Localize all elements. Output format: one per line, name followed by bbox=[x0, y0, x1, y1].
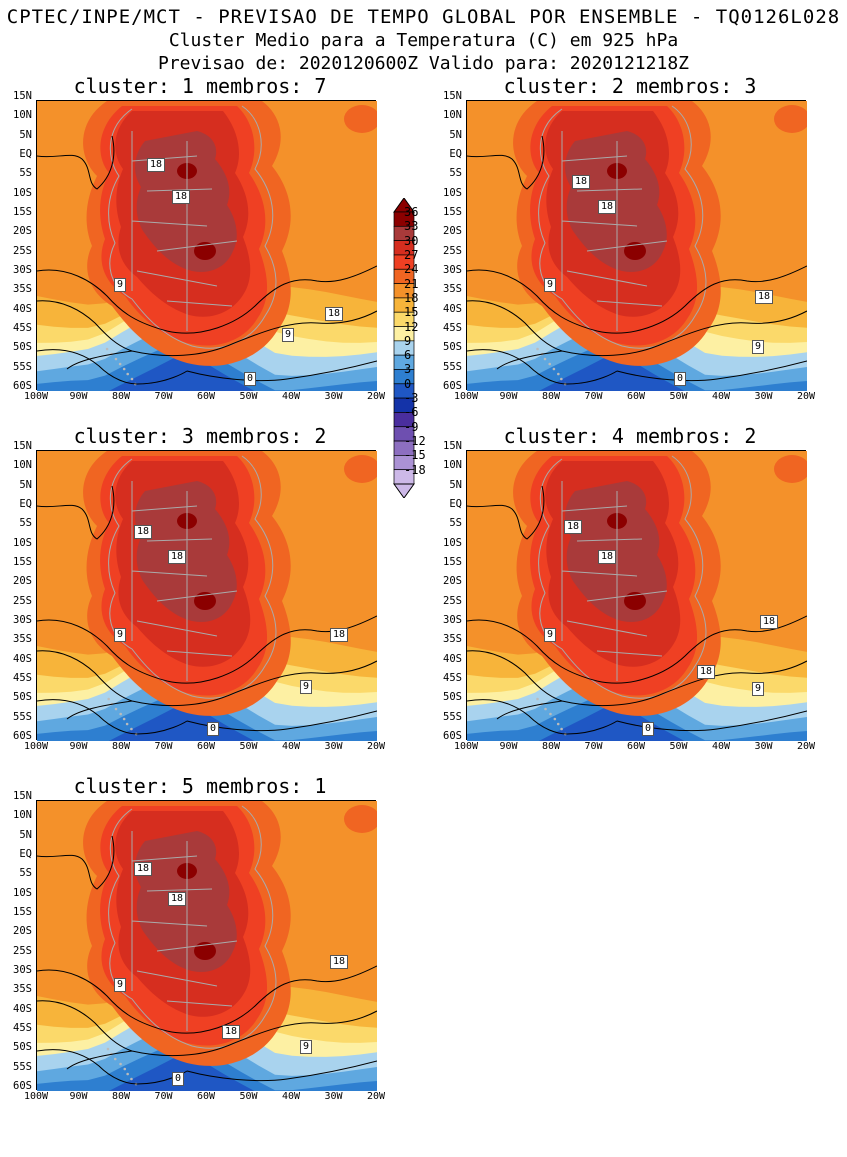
contour-label-cluster2-18-96-100: 18 bbox=[598, 200, 616, 214]
x-axis-labels-cluster3: 100W 90W 80W 70W 60W 50W 40W 30W 20W bbox=[36, 740, 376, 754]
contour-label-cluster2-9-42-178: 9 bbox=[544, 278, 556, 292]
contour-label-cluster2-0-172-272: 0 bbox=[674, 372, 686, 386]
contour-label-cluster1-18-253-207: 18 bbox=[325, 307, 343, 321]
x-axis-labels-cluster5: 100W 90W 80W 70W 60W 50W 40W 30W 20W bbox=[36, 1090, 376, 1104]
colorbar-tick-3: 3 bbox=[404, 362, 411, 376]
colorbar-tick-12: 12 bbox=[404, 320, 418, 334]
map-cluster2[interactable]: 15N 10N 5N EQ 5S 10S 15S 20S 25S 30S 35S 40S 45S 50S 5… bbox=[466, 100, 846, 400]
x-axis-labels-cluster1: 100W 90W 80W 70W 60W 50W 40W 30W 20W bbox=[36, 390, 376, 404]
colorbar-tick-33: 33 bbox=[404, 219, 418, 233]
contour-label-cluster1-9-210-228: 9 bbox=[282, 328, 294, 342]
panel-cluster3: cluster: 3 membros: 2 15N 10N 5N EQ 5S 10S 15S 2… bbox=[0, 424, 400, 754]
contour-label-cluster5-18-258-155: 18 bbox=[330, 955, 348, 969]
contour-label-cluster2-18-70-75: 18 bbox=[572, 175, 590, 189]
panel-title-cluster3: cluster: 3 membros: 2 bbox=[0, 424, 400, 448]
contour-label-cluster1-9-42-178: 9 bbox=[114, 278, 126, 292]
contour-label-cluster4-18-258-165: 18 bbox=[760, 615, 778, 629]
panel-cluster5: cluster: 5 membros: 1 15N 10N 5N EQ 5S 10S 15S 2… bbox=[0, 774, 400, 1104]
map-cluster4[interactable]: 15N 10N 5N EQ 5S 10S 15S 20S 25S 30S 35S 40S 45S 50S 5… bbox=[466, 450, 846, 750]
colorbar-tick-27: 27 bbox=[404, 248, 418, 262]
contour-label-cluster1-18-100-90: 18 bbox=[172, 190, 190, 204]
contour-label-cluster5-9-228-240: 9 bbox=[300, 1040, 312, 1054]
y-axis-labels-cluster1: 15N 10N 5N EQ 5S 10S 15S 20S 25S 30S 35S 40S 45S 50S 5… bbox=[0, 96, 36, 394]
chart-header: CPTEC/INPE/MCT - PREVISAO DE TEMPO GLOBA… bbox=[0, 0, 847, 74]
contour-label-cluster3-9-228-230: 9 bbox=[300, 680, 312, 694]
header-line1: CPTEC/INPE/MCT - PREVISAO DE TEMPO GLOBA… bbox=[0, 6, 847, 28]
colorbar-tick-9: 9 bbox=[404, 334, 411, 348]
colorbar: 36 33 30 27 24 21 18 15 12 9 6 3 0 -3 -6 -9 -12 -15 -18 bbox=[384, 198, 440, 498]
y-axis-labels-cluster3: 15N 10N 5N EQ 5S 10S 15S 20S 25S 30S 35S 40S 45S 50S 5… bbox=[0, 446, 36, 744]
contour-label-cluster5-18-62-62: 18 bbox=[134, 862, 152, 876]
colorbar-tick-24: 24 bbox=[404, 262, 418, 276]
colorbar-tick--6: -6 bbox=[404, 405, 418, 419]
contour-label-cluster5-9-42-178: 9 bbox=[114, 978, 126, 992]
map-cluster1[interactable]: 15N 10N 5N EQ 5S 10S 15S 20S 25S 30S 35S 40S 45S 50S 5… bbox=[36, 100, 416, 400]
panel-grid: cluster: 1 membros: 7 15N 10N 5N EQ 5S 10S 15S 2… bbox=[0, 74, 847, 1114]
contour-label-cluster4-18-195-215: 18 bbox=[697, 665, 715, 679]
colorbar-tick-18: 18 bbox=[404, 291, 418, 305]
contour-label-cluster5-0-100-272: 0 bbox=[172, 1072, 184, 1086]
colorbar-tick--12: -12 bbox=[404, 434, 426, 448]
panel-cluster4: cluster: 4 membros: 2 15N 10N 5N EQ 5S 10S 15S 2… bbox=[430, 424, 830, 754]
panel-title-cluster4: cluster: 4 membros: 2 bbox=[430, 424, 830, 448]
map-cluster5[interactable]: 15N 10N 5N EQ 5S 10S 15S 20S 25S 30S 35S 40S 45S 50S 5… bbox=[36, 800, 416, 1100]
header-line3: Previsao de: 2020120600Z Valido para: 20… bbox=[0, 53, 847, 74]
contour-label-cluster3-18-258-178: 18 bbox=[330, 628, 348, 642]
contour-label-cluster1-18-75-58: 18 bbox=[147, 158, 165, 172]
colorbar-tick--15: -15 bbox=[404, 448, 426, 462]
colorbar-tick-15: 15 bbox=[404, 305, 418, 319]
contour-label-cluster5-18-96-92: 18 bbox=[168, 892, 186, 906]
colorbar-tick-6: 6 bbox=[404, 348, 411, 362]
colorbar-tick-0: 0 bbox=[404, 377, 411, 391]
colorbar-tick--9: -9 bbox=[404, 420, 418, 434]
x-axis-labels-cluster4: 100W 90W 80W 70W 60W 50W 40W 30W 20W bbox=[466, 740, 806, 754]
contour-label-cluster2-18-253-190: 18 bbox=[755, 290, 773, 304]
map-cluster3[interactable]: 15N 10N 5N EQ 5S 10S 15S 20S 25S 30S 35S 40S 45S 50S 5… bbox=[36, 450, 416, 750]
contour-label-cluster3-0-135-272: 0 bbox=[207, 722, 219, 736]
contour-label-cluster4-9-250-232: 9 bbox=[752, 682, 764, 696]
contour-label-cluster3-18-96-100: 18 bbox=[168, 550, 186, 564]
contour-label-cluster4-0-140-272: 0 bbox=[642, 722, 654, 736]
panel-title-cluster2: cluster: 2 membros: 3 bbox=[430, 74, 830, 98]
contour-label-cluster4-18-62-70: 18 bbox=[564, 520, 582, 534]
colorbar-tick--3: -3 bbox=[404, 391, 418, 405]
contour-label-cluster4-18-96-100: 18 bbox=[598, 550, 616, 564]
colorbar-tick--18: -18 bbox=[404, 463, 426, 477]
panel-cluster1: cluster: 1 membros: 7 15N 10N 5N EQ 5S 10S 15S 2… bbox=[0, 74, 400, 404]
panel-title-cluster5: cluster: 5 membros: 1 bbox=[0, 774, 400, 798]
contour-label-cluster3-18-62-75: 18 bbox=[134, 525, 152, 539]
panel-cluster2: cluster: 2 membros: 3 15N 10N 5N EQ 5S 10S 15S 2… bbox=[430, 74, 830, 404]
header-line2: Cluster Medio para a Temperatura (C) em … bbox=[0, 30, 847, 51]
contour-label-cluster5-18-150-225: 18 bbox=[222, 1025, 240, 1039]
panel-title-cluster1: cluster: 1 membros: 7 bbox=[0, 74, 400, 98]
contour-label-cluster1-0-172-272: 0 bbox=[244, 372, 256, 386]
colorbar-tick-21: 21 bbox=[404, 277, 418, 291]
colorbar-tick-30: 30 bbox=[404, 234, 418, 248]
y-axis-labels-cluster5: 15N 10N 5N EQ 5S 10S 15S 20S 25S 30S 35S 40S 45S 50S 5… bbox=[0, 796, 36, 1094]
colorbar-tick-36: 36 bbox=[404, 205, 418, 219]
contour-label-cluster2-9-250-240: 9 bbox=[752, 340, 764, 354]
contour-label-cluster4-9-42-178: 9 bbox=[544, 628, 556, 642]
x-axis-labels-cluster2: 100W 90W 80W 70W 60W 50W 40W 30W 20W bbox=[466, 390, 806, 404]
contour-label-cluster3-9-42-178: 9 bbox=[114, 628, 126, 642]
